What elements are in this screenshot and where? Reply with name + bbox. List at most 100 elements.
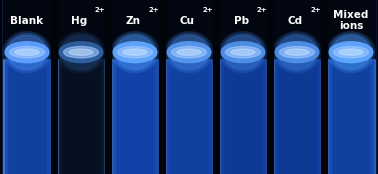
Bar: [327, 0, 375, 174]
Ellipse shape: [329, 33, 373, 71]
Text: Cd: Cd: [288, 16, 303, 26]
Bar: [213, 0, 219, 174]
Ellipse shape: [279, 46, 314, 58]
Ellipse shape: [115, 35, 155, 69]
Ellipse shape: [339, 49, 363, 55]
Text: 2+: 2+: [256, 7, 267, 13]
Text: 2+: 2+: [148, 7, 159, 13]
Bar: [165, 0, 213, 174]
Bar: [266, 0, 267, 174]
Text: Mixed
ions: Mixed ions: [333, 10, 369, 31]
Ellipse shape: [123, 49, 147, 55]
Ellipse shape: [169, 35, 209, 69]
Ellipse shape: [219, 31, 267, 73]
Bar: [209, 0, 213, 174]
Text: 2+: 2+: [94, 7, 105, 13]
Ellipse shape: [5, 33, 49, 71]
Bar: [101, 0, 105, 174]
Ellipse shape: [113, 42, 157, 63]
Bar: [212, 0, 213, 174]
Ellipse shape: [9, 46, 45, 58]
Bar: [51, 0, 57, 174]
Bar: [267, 0, 273, 174]
Ellipse shape: [59, 33, 103, 71]
Ellipse shape: [221, 42, 265, 63]
Bar: [159, 0, 165, 174]
Bar: [263, 0, 267, 174]
Ellipse shape: [285, 49, 309, 55]
Text: Hg: Hg: [71, 16, 87, 26]
Bar: [111, 0, 159, 58]
Text: Zn: Zn: [125, 16, 141, 26]
Bar: [165, 0, 166, 174]
Bar: [104, 0, 105, 174]
Bar: [3, 0, 4, 174]
Ellipse shape: [177, 49, 201, 55]
Bar: [219, 0, 223, 174]
Bar: [327, 0, 331, 174]
Ellipse shape: [165, 31, 213, 73]
Bar: [57, 0, 60, 174]
Ellipse shape: [329, 42, 373, 63]
Bar: [273, 0, 274, 174]
Ellipse shape: [5, 42, 49, 63]
Bar: [3, 0, 51, 174]
Bar: [327, 0, 328, 174]
Ellipse shape: [275, 33, 319, 71]
Ellipse shape: [7, 35, 46, 69]
Text: 2+: 2+: [310, 7, 321, 13]
Bar: [111, 0, 159, 174]
Ellipse shape: [223, 35, 263, 69]
Ellipse shape: [332, 35, 371, 69]
Bar: [318, 0, 321, 174]
Ellipse shape: [333, 46, 369, 58]
Bar: [273, 0, 277, 174]
Bar: [111, 0, 112, 174]
Ellipse shape: [113, 33, 157, 71]
Ellipse shape: [111, 31, 159, 73]
Bar: [111, 0, 115, 174]
Ellipse shape: [172, 46, 206, 58]
Ellipse shape: [57, 31, 105, 73]
Ellipse shape: [327, 31, 375, 73]
Bar: [219, 0, 220, 174]
Ellipse shape: [118, 46, 152, 58]
Bar: [327, 0, 375, 58]
Bar: [105, 0, 111, 174]
Ellipse shape: [231, 49, 255, 55]
Bar: [0, 0, 1, 174]
Bar: [3, 0, 6, 174]
Bar: [155, 0, 159, 174]
Ellipse shape: [15, 49, 39, 55]
Ellipse shape: [273, 31, 321, 73]
Bar: [50, 0, 51, 174]
Bar: [372, 0, 375, 174]
Ellipse shape: [3, 31, 51, 73]
Ellipse shape: [275, 42, 319, 63]
Bar: [158, 0, 159, 174]
Bar: [219, 0, 267, 174]
Bar: [273, 0, 321, 58]
Bar: [320, 0, 321, 174]
Ellipse shape: [61, 35, 101, 69]
Bar: [374, 0, 375, 174]
Ellipse shape: [69, 49, 93, 55]
Ellipse shape: [221, 33, 265, 71]
Bar: [273, 0, 321, 174]
Bar: [57, 0, 105, 174]
Ellipse shape: [167, 33, 211, 71]
Text: Cu: Cu: [180, 16, 195, 26]
Bar: [47, 0, 51, 174]
Bar: [377, 0, 378, 174]
Ellipse shape: [59, 42, 103, 63]
Text: 2+: 2+: [202, 7, 213, 13]
Bar: [165, 0, 169, 174]
Text: Pb: Pb: [234, 16, 249, 26]
Ellipse shape: [277, 35, 317, 69]
Ellipse shape: [226, 46, 260, 58]
Bar: [219, 0, 267, 58]
Bar: [57, 0, 105, 58]
Ellipse shape: [64, 46, 99, 58]
Bar: [57, 0, 58, 174]
Bar: [3, 0, 51, 58]
